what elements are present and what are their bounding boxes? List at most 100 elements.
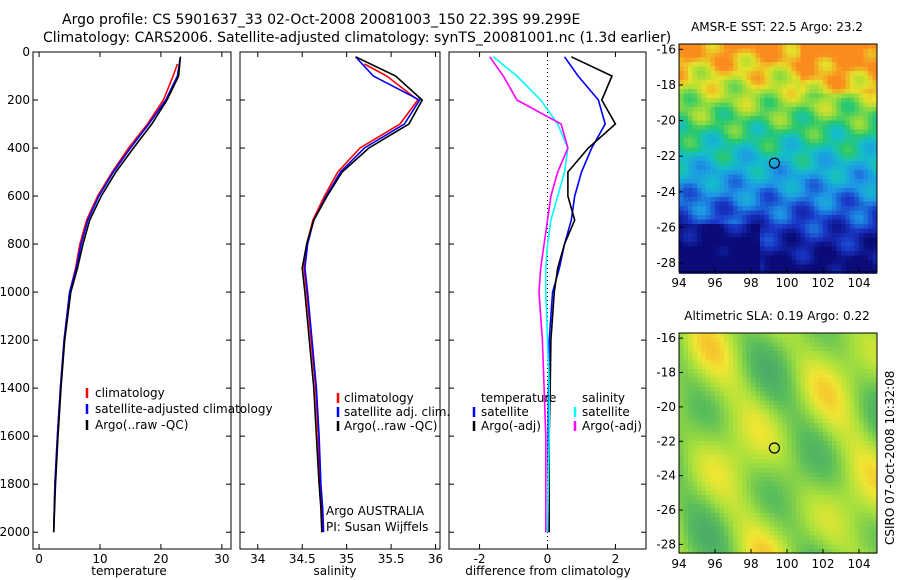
- heatmap-cell: [854, 138, 860, 144]
- heatmap-cell: [782, 93, 788, 99]
- heatmap-cell: [764, 183, 770, 189]
- heatmap-cell: [715, 179, 720, 184]
- heatmap-cell: [832, 405, 837, 410]
- heatmap-cell: [872, 463, 878, 469]
- heatmap-cell: [800, 346, 806, 352]
- heatmap-cell: [728, 504, 734, 509]
- heatmap-cell: [832, 337, 837, 343]
- heatmap-cell: [800, 84, 806, 90]
- heatmap-cell: [715, 165, 720, 171]
- heatmap-cell: [728, 364, 734, 370]
- heatmap-cell: [688, 57, 693, 63]
- heatmap-cell: [715, 264, 720, 270]
- heatmap-cell: [872, 125, 878, 130]
- heatmap-cell: [868, 152, 873, 157]
- heatmap-cell: [868, 364, 873, 370]
- heatmap-cell: [692, 418, 698, 424]
- heatmap-cell: [751, 549, 756, 554]
- heatmap-cell: [706, 436, 711, 442]
- heatmap-cell: [755, 251, 761, 256]
- heatmap-cell: [751, 152, 756, 157]
- heatmap-cell: [823, 215, 828, 220]
- heatmap-cell: [800, 540, 806, 545]
- x-tick-label: 0: [35, 552, 43, 566]
- heatmap-cell: [742, 174, 747, 180]
- x-tick-label: 2: [612, 552, 620, 566]
- heatmap-cell: [746, 337, 752, 343]
- heatmap-cell: [863, 387, 869, 392]
- heatmap-cell: [706, 454, 711, 460]
- heatmap-cell: [751, 522, 756, 527]
- heatmap-cell: [818, 526, 824, 532]
- profile-location-marker: [768, 157, 781, 169]
- heatmap-cell: [841, 242, 846, 247]
- heatmap-cell: [809, 233, 815, 238]
- heatmap-cell: [688, 179, 693, 184]
- heatmap-cell: [688, 129, 693, 135]
- heatmap-cell: [787, 549, 792, 554]
- heatmap-cell: [764, 513, 770, 518]
- heatmap-cell: [724, 125, 729, 130]
- heatmap-cell: [688, 210, 693, 216]
- heatmap-cell: [787, 161, 792, 166]
- heatmap-cell: [751, 224, 756, 229]
- heatmap-cell: [769, 486, 774, 491]
- heatmap-cell: [737, 391, 743, 397]
- heatmap-cell: [769, 535, 774, 541]
- heatmap-cell: [805, 459, 810, 464]
- heatmap-cell: [724, 387, 729, 392]
- heatmap-cell: [697, 369, 702, 374]
- heatmap-cell: [728, 233, 734, 238]
- heatmap-cell: [719, 445, 725, 451]
- heatmap-cell: [809, 156, 815, 162]
- heatmap-cell: [706, 472, 711, 478]
- heatmap-cell: [679, 459, 684, 464]
- heatmap-cell: [773, 409, 779, 415]
- heatmap-cell: [778, 490, 783, 496]
- heatmap-cell: [706, 468, 711, 473]
- heatmap-cell: [809, 44, 815, 49]
- heatmap-cell: [688, 44, 693, 49]
- heatmap-cell: [832, 179, 837, 184]
- heatmap-cell: [823, 143, 828, 148]
- heatmap-cell: [724, 107, 729, 112]
- heatmap-cell: [706, 337, 711, 343]
- heatmap-cell: [679, 197, 684, 202]
- heatmap-cell: [818, 423, 824, 428]
- heatmap-cell: [697, 147, 702, 153]
- heatmap-cell: [796, 66, 801, 72]
- heatmap-cell: [859, 400, 864, 406]
- heatmap-cell: [841, 179, 846, 184]
- heatmap-cell: [778, 445, 783, 451]
- heatmap-cell: [872, 355, 878, 361]
- heatmap-cell: [787, 107, 792, 112]
- heatmap-cell: [764, 264, 770, 270]
- heatmap-cell: [845, 201, 851, 207]
- heatmap-cell: [728, 495, 734, 500]
- heatmap-cell: [836, 233, 842, 238]
- heatmap-cell: [746, 179, 752, 184]
- heatmap-cell: [679, 242, 684, 247]
- heatmap-cell: [728, 125, 734, 130]
- heatmap-cell: [796, 427, 801, 433]
- heatmap-cell: [719, 57, 725, 63]
- heatmap-cell: [764, 197, 770, 202]
- heatmap-cell: [782, 246, 788, 252]
- heatmap-cell: [859, 346, 864, 352]
- heatmap-cell: [742, 463, 747, 469]
- heatmap-cell: [724, 233, 729, 238]
- heatmap-cell: [746, 152, 752, 157]
- heatmap-cell: [733, 472, 738, 478]
- heatmap-cell: [715, 481, 720, 487]
- heatmap-cell: [782, 219, 788, 225]
- heatmap-cell: [697, 499, 702, 505]
- heatmap-cell: [751, 405, 756, 410]
- heatmap-cell: [715, 80, 720, 85]
- heatmap-cell: [773, 400, 779, 406]
- heatmap-cell: [688, 414, 693, 419]
- heatmap-cell: [859, 522, 864, 527]
- heatmap-cell: [728, 445, 734, 451]
- heatmap-cell: [706, 432, 711, 437]
- heatmap-cell: [854, 215, 860, 220]
- heatmap-cell: [728, 170, 734, 175]
